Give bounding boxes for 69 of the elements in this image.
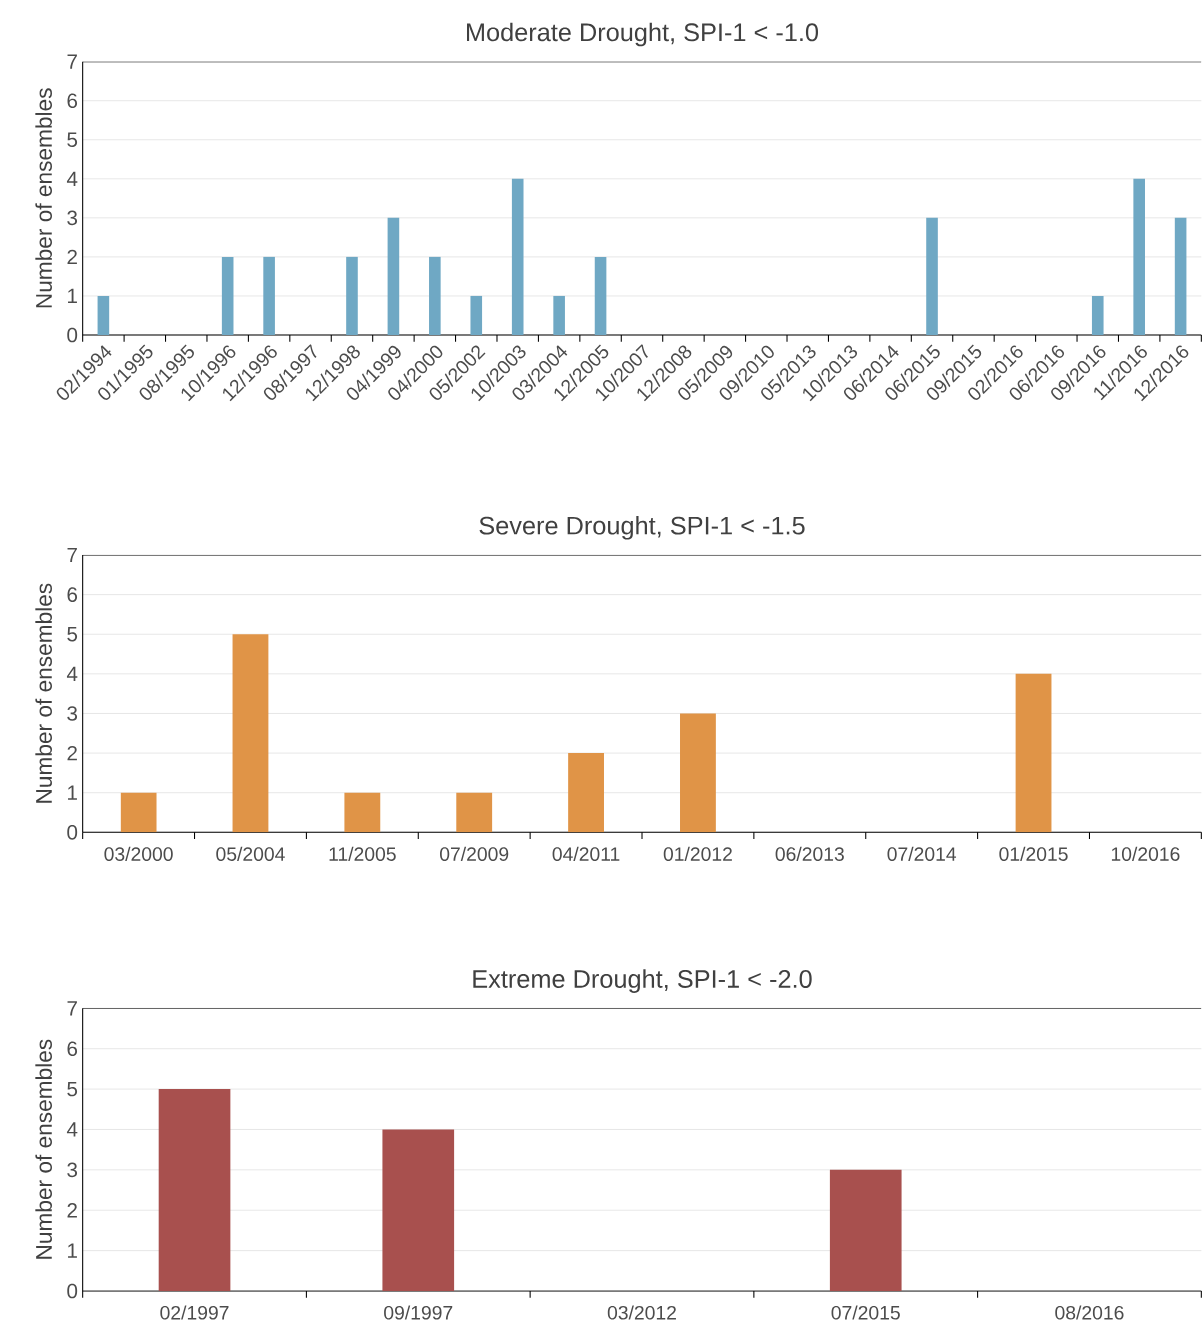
x-tick-label: 07/2015 xyxy=(831,1305,900,1320)
bar xyxy=(97,295,110,335)
bar xyxy=(221,256,234,335)
x-tick-label: 03/2012 xyxy=(607,1305,676,1320)
bar xyxy=(1015,673,1052,833)
x-tick-label: 09/1997 xyxy=(384,1305,453,1320)
y-axis-title: Number of ensembles xyxy=(35,583,52,803)
y-tick-label: 7 xyxy=(67,54,77,69)
x-tick-label: 07/2014 xyxy=(887,846,957,861)
y-tick-label: 3 xyxy=(67,1162,78,1178)
x-tick-label: 01/2012 xyxy=(663,846,732,861)
x-tick-label: 07/2009 xyxy=(440,846,509,861)
bar xyxy=(568,753,604,833)
bar xyxy=(344,792,381,833)
y-tick-label: 3 xyxy=(67,210,78,226)
bar xyxy=(263,256,275,335)
y-axis-title: Number of ensembles xyxy=(35,1039,52,1259)
x-tick-label: 10/2016 xyxy=(1111,846,1180,861)
y-tick-label: 6 xyxy=(67,587,78,602)
x-tick-label: 03/2000 xyxy=(104,846,173,861)
y-tick-label: 2 xyxy=(67,1203,77,1218)
bar xyxy=(594,256,607,335)
y-tick-label: 6 xyxy=(67,1041,78,1057)
x-tick-label: 04/2011 xyxy=(552,846,620,861)
bar xyxy=(511,178,524,335)
bar xyxy=(232,634,269,833)
x-tick-label: 02/1997 xyxy=(160,1305,229,1320)
y-tick-label: 0 xyxy=(67,825,78,840)
bar xyxy=(387,217,400,335)
bar xyxy=(470,295,483,335)
bar xyxy=(429,256,441,335)
bar xyxy=(680,713,716,833)
bar xyxy=(1174,217,1187,335)
chart-title: Severe Drought, SPI-1 < -1.5 xyxy=(479,516,805,540)
x-tick-label: 01/2015 xyxy=(999,846,1068,861)
y-axis-title: Number of ensembles xyxy=(35,88,52,308)
y-tick-label: 3 xyxy=(67,706,78,721)
bar xyxy=(1091,295,1104,335)
y-tick-label: 4 xyxy=(66,171,78,186)
y-tick-label: 1 xyxy=(68,785,77,800)
bar xyxy=(926,217,938,335)
bar xyxy=(382,1129,455,1291)
x-tick-label: 05/2004 xyxy=(216,846,285,861)
bar xyxy=(346,256,358,335)
y-tick-label: 2 xyxy=(67,249,77,265)
x-tick-label: 11/2005 xyxy=(329,846,396,861)
chart-title: Extreme Drought, SPI-1 < -2.0 xyxy=(473,969,812,993)
bar xyxy=(553,295,565,335)
bar xyxy=(120,792,157,833)
y-tick-label: 1 xyxy=(68,1243,77,1258)
y-tick-label: 5 xyxy=(67,132,78,147)
y-tick-label: 6 xyxy=(67,93,78,109)
bar xyxy=(829,1169,902,1291)
x-tick-label: 06/2013 xyxy=(775,846,844,861)
y-tick-label: 0 xyxy=(67,1283,78,1299)
y-tick-label: 5 xyxy=(67,1081,78,1097)
chart-title: Moderate Drought, SPI-1 < -1.0 xyxy=(467,22,819,47)
bar xyxy=(1133,178,1145,335)
y-tick-label: 0 xyxy=(67,327,78,343)
y-tick-label: 1 xyxy=(68,288,77,304)
bar xyxy=(158,1089,231,1291)
y-tick-label: 4 xyxy=(66,1122,78,1137)
y-tick-label: 5 xyxy=(67,627,78,642)
bar xyxy=(456,792,493,833)
y-tick-label: 7 xyxy=(67,547,77,563)
x-tick-label: 08/2016 xyxy=(1055,1305,1124,1320)
y-tick-label: 7 xyxy=(67,1001,77,1016)
y-tick-label: 2 xyxy=(67,745,77,761)
y-tick-label: 4 xyxy=(66,666,78,681)
